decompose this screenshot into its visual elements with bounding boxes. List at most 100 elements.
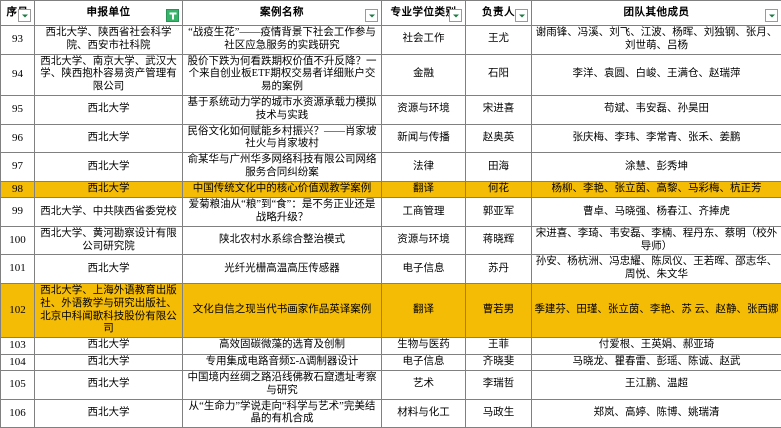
cell-seq[interactable]: 94 — [1, 54, 35, 95]
cell-leader[interactable]: 赵奥英 — [466, 124, 532, 153]
cell-case[interactable]: 从“生命力”学说走向“科学与艺术”完美结晶的有机合成 — [183, 399, 382, 428]
cell-degree[interactable]: 电子信息 — [382, 255, 466, 284]
cell-leader[interactable]: 马政生 — [466, 399, 532, 428]
filter-active-icon-unit[interactable] — [166, 9, 179, 22]
cell-unit[interactable]: 西北大学 — [35, 124, 183, 153]
cell-case[interactable]: “战疫生花”——疫情背景下社会工作参与社区应急服务的实践研究 — [183, 26, 382, 55]
column-header-team[interactable]: 团队其他成员 — [532, 1, 781, 26]
cell-team[interactable]: 苟斌、韦安磊、孙昊田 — [532, 95, 781, 124]
filter-dropdown-icon-case[interactable] — [365, 9, 378, 22]
cell-seq[interactable]: 97 — [1, 153, 35, 182]
cell-case[interactable]: 中国境内丝绸之路沿线佛教石窟遗址考察与研究 — [183, 370, 382, 399]
cell-case[interactable]: 高效固碳微藻的选育及创制 — [183, 338, 382, 354]
cell-case[interactable]: 基于系统动力学的城市水资源承载力模拟技术与实践 — [183, 95, 382, 124]
cell-case[interactable]: 专用集成电路音频Σ-Δ调制器设计 — [183, 354, 382, 370]
cell-unit[interactable]: 西北大学 — [35, 338, 183, 354]
cell-degree[interactable]: 社会工作 — [382, 26, 466, 55]
cell-unit[interactable]: 西北大学 — [35, 354, 183, 370]
cell-seq[interactable]: 106 — [1, 399, 35, 428]
cell-case[interactable]: 俞某华与广州华多网络科技有限公司网络服务合同纠纷案 — [183, 153, 382, 182]
cell-unit[interactable]: 西北大学 — [35, 255, 183, 284]
column-header-case[interactable]: 案例名称 — [183, 1, 382, 26]
cell-unit[interactable]: 西北大学 — [35, 153, 183, 182]
cell-leader[interactable]: 曹若男 — [466, 283, 532, 337]
cell-seq[interactable]: 95 — [1, 95, 35, 124]
cell-seq[interactable]: 93 — [1, 26, 35, 55]
cell-team[interactable]: 孙安、杨杭洲、冯忠耀、陈凤仪、王若晖、邵志华、周悦、朱文华 — [532, 255, 781, 284]
cell-team[interactable]: 宋进喜、李琦、韦安磊、李楠、程丹东、蔡明（校外导师） — [532, 226, 781, 255]
cell-leader[interactable]: 苏丹 — [466, 255, 532, 284]
cell-case[interactable]: 文化自信之现当代书画家作品英译案例 — [183, 283, 382, 337]
cell-seq[interactable]: 100 — [1, 226, 35, 255]
column-header-leader[interactable]: 负责人 — [466, 1, 532, 26]
filter-dropdown-icon-team[interactable] — [765, 9, 778, 22]
cell-degree[interactable]: 艺术 — [382, 370, 466, 399]
cell-case[interactable]: 民俗文化如何赋能乡村振兴？——肖家坡社火与肖家坡村 — [183, 124, 382, 153]
cell-seq[interactable]: 99 — [1, 198, 35, 227]
cell-unit[interactable]: 西北大学、上海外语教育出版社、外语教学与研究出版社、北京中科闻歌科技股份有限公司 — [35, 283, 183, 337]
cell-seq[interactable]: 98 — [1, 181, 35, 197]
cell-team[interactable]: 季建芬、田瑾、张立茵、李艳、苏 云、赵静、张西娜 — [532, 283, 781, 337]
cell-degree[interactable]: 翻译 — [382, 283, 466, 337]
cell-unit[interactable]: 西北大学 — [35, 370, 183, 399]
cell-seq[interactable]: 102 — [1, 283, 35, 337]
cell-leader[interactable]: 何花 — [466, 181, 532, 197]
cell-unit[interactable]: 西北大学、陕西省社会科学院、西安市社科院 — [35, 26, 183, 55]
cell-leader[interactable]: 蒋晓辉 — [466, 226, 532, 255]
column-header-degree[interactable]: 专业学位类别 — [382, 1, 466, 26]
cell-leader[interactable]: 田海 — [466, 153, 532, 182]
cell-case[interactable]: 爱菊粮油从“粮”到“食”：是不务正业还是战略升级？ — [183, 198, 382, 227]
cell-leader[interactable]: 王菲 — [466, 338, 532, 354]
cell-degree[interactable]: 金融 — [382, 54, 466, 95]
cell-unit[interactable]: 西北大学、黄河勘察设计有限公司研究院 — [35, 226, 183, 255]
cell-case[interactable]: 光纤光栅高温高压传感器 — [183, 255, 382, 284]
cell-unit[interactable]: 西北大学 — [35, 181, 183, 197]
cell-team[interactable]: 马晓龙、瞿春雷、彭瑶、陈诚、赵武 — [532, 354, 781, 370]
cell-unit[interactable]: 西北大学、中共陕西省委党校 — [35, 198, 183, 227]
cell-leader[interactable]: 石阳 — [466, 54, 532, 95]
cell-case[interactable]: 中国传统文化中的核心价值观教学案例 — [183, 181, 382, 197]
cell-team[interactable]: 李洋、袁圆、白峻、王满仓、赵瑞萍 — [532, 54, 781, 95]
cell-degree[interactable]: 材料与化工 — [382, 399, 466, 428]
cell-team[interactable]: 谢雨锋、冯溪、刘飞、江波、杨晖、刘独钢、张月、刘世萌、吕杨 — [532, 26, 781, 55]
cell-unit[interactable]: 西北大学、南京大学、武汉大学、陕西抱朴容易资产管理有限公司 — [35, 54, 183, 95]
cell-degree[interactable]: 资源与环境 — [382, 95, 466, 124]
cell-unit[interactable]: 西北大学 — [35, 399, 183, 428]
cell-team[interactable]: 张庆梅、李玮、李常青、张禾、姜鹏 — [532, 124, 781, 153]
column-header-seq[interactable]: 序号 — [1, 1, 35, 26]
cell-seq[interactable]: 101 — [1, 255, 35, 284]
cell-team[interactable]: 曹卓、马晓强、杨春江、齐捧虎 — [532, 198, 781, 227]
cell-seq[interactable]: 96 — [1, 124, 35, 153]
cell-case[interactable]: 陕北农村水系综合整治模式 — [183, 226, 382, 255]
filter-dropdown-icon-leader[interactable] — [515, 9, 528, 22]
cell-degree[interactable]: 工商管理 — [382, 198, 466, 227]
cell-degree[interactable]: 翻译 — [382, 181, 466, 197]
cell-leader[interactable]: 宋进喜 — [466, 95, 532, 124]
cell-leader[interactable]: 齐晓斐 — [466, 354, 532, 370]
column-header-unit[interactable]: 申报单位 — [35, 1, 183, 26]
cell-team[interactable]: 付爱根、王英娟、郝亚琦 — [532, 338, 781, 354]
cell-team[interactable]: 郑岚、高婷、陈博、姚瑞清 — [532, 399, 781, 428]
cell-leader[interactable]: 郭亚军 — [466, 198, 532, 227]
cell-seq[interactable]: 105 — [1, 370, 35, 399]
cell-unit[interactable]: 西北大学 — [35, 95, 183, 124]
cell-case[interactable]: 股价下跌为何看跌期权价值不升反降？一个来自创业板ETF期权交易者详细账户交易的案… — [183, 54, 382, 95]
cell-degree[interactable]: 资源与环境 — [382, 226, 466, 255]
cell-degree[interactable]: 法律 — [382, 153, 466, 182]
cell-degree[interactable]: 新闻与传播 — [382, 124, 466, 153]
cell-team[interactable]: 涂慧、彭秀坤 — [532, 153, 781, 182]
cell-seq[interactable]: 104 — [1, 354, 35, 370]
